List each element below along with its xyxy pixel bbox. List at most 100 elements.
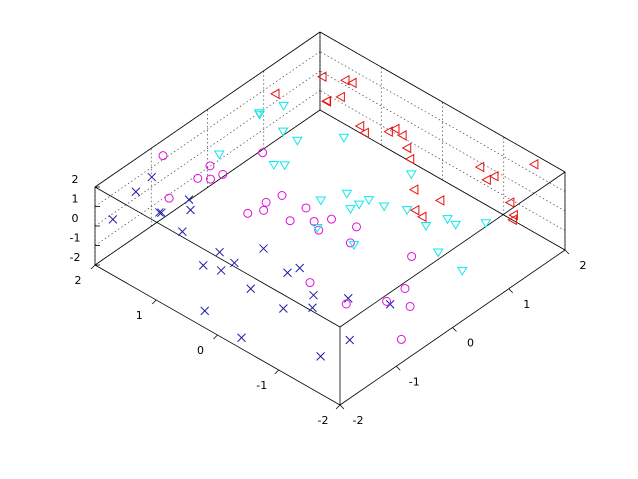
point xyxy=(315,196,327,206)
x-tick-label: -2 xyxy=(353,414,364,427)
point xyxy=(405,170,417,180)
point xyxy=(363,196,375,206)
point xyxy=(259,244,268,253)
point xyxy=(164,193,174,203)
point xyxy=(309,290,318,300)
point xyxy=(345,238,355,248)
y-tick-label: -2 xyxy=(318,414,329,427)
point xyxy=(407,251,417,261)
point xyxy=(205,161,215,171)
point xyxy=(308,303,317,313)
y-tick-label: 0 xyxy=(197,344,204,357)
point xyxy=(507,214,517,226)
point xyxy=(504,197,515,208)
point xyxy=(258,148,268,158)
point xyxy=(291,136,303,146)
point xyxy=(314,225,324,235)
point xyxy=(277,127,289,137)
point xyxy=(259,205,269,215)
point xyxy=(341,299,351,309)
box-edge xyxy=(94,31,321,188)
point xyxy=(277,191,287,200)
point xyxy=(359,127,369,139)
point xyxy=(404,153,415,165)
point xyxy=(420,222,432,231)
box-edge xyxy=(339,171,566,328)
point xyxy=(456,266,468,276)
point xyxy=(246,284,256,294)
point xyxy=(434,195,445,206)
point xyxy=(283,268,292,278)
point xyxy=(178,227,187,236)
point xyxy=(316,351,325,361)
grid-line xyxy=(94,90,321,246)
point xyxy=(279,161,291,171)
point xyxy=(400,283,410,293)
box-edge xyxy=(319,31,566,173)
point xyxy=(321,96,331,107)
point xyxy=(396,334,406,344)
box-edge xyxy=(94,109,321,266)
point xyxy=(528,158,539,170)
z-tick-label: -2 xyxy=(70,251,81,264)
point xyxy=(353,200,365,210)
point xyxy=(131,187,141,197)
point xyxy=(345,205,356,215)
y-tick xyxy=(335,404,341,410)
x-tick-label: -1 xyxy=(409,375,420,388)
point xyxy=(213,150,225,160)
point xyxy=(279,304,288,313)
point xyxy=(253,109,265,119)
point xyxy=(108,215,118,224)
point xyxy=(480,219,492,229)
point xyxy=(474,161,485,173)
point xyxy=(397,130,407,141)
point xyxy=(237,333,246,343)
point xyxy=(295,263,305,273)
grid-line xyxy=(319,51,566,192)
grid-line xyxy=(319,70,566,212)
point xyxy=(405,301,415,311)
point xyxy=(216,266,226,275)
point xyxy=(347,77,357,89)
point xyxy=(327,214,337,224)
y-tick-label: 2 xyxy=(75,274,82,287)
point xyxy=(215,247,224,257)
point xyxy=(206,174,216,184)
point xyxy=(416,211,427,223)
point xyxy=(348,241,360,251)
point xyxy=(261,197,271,207)
point xyxy=(269,88,280,100)
point xyxy=(481,174,491,186)
x-tick-label: 2 xyxy=(580,259,587,272)
point xyxy=(450,220,462,230)
grid-line xyxy=(94,51,321,207)
point xyxy=(186,205,195,215)
point xyxy=(352,222,362,232)
point xyxy=(301,203,311,213)
point xyxy=(305,278,315,288)
y-tick xyxy=(274,369,280,375)
point xyxy=(193,173,203,183)
point xyxy=(343,294,353,303)
z-tick-label: 0 xyxy=(72,212,79,225)
z-tick-label: -1 xyxy=(70,232,81,245)
y-tick xyxy=(151,299,157,305)
point xyxy=(408,184,419,195)
point xyxy=(230,258,239,268)
point xyxy=(378,202,390,212)
point xyxy=(309,216,319,226)
point xyxy=(338,133,350,143)
x-tick xyxy=(339,404,345,410)
y-tick xyxy=(213,334,218,340)
point xyxy=(184,195,194,204)
point xyxy=(316,71,327,83)
point xyxy=(147,172,157,182)
point xyxy=(354,120,365,132)
point xyxy=(335,91,345,103)
point xyxy=(158,151,168,161)
x-tick xyxy=(508,288,514,294)
point xyxy=(157,208,166,218)
